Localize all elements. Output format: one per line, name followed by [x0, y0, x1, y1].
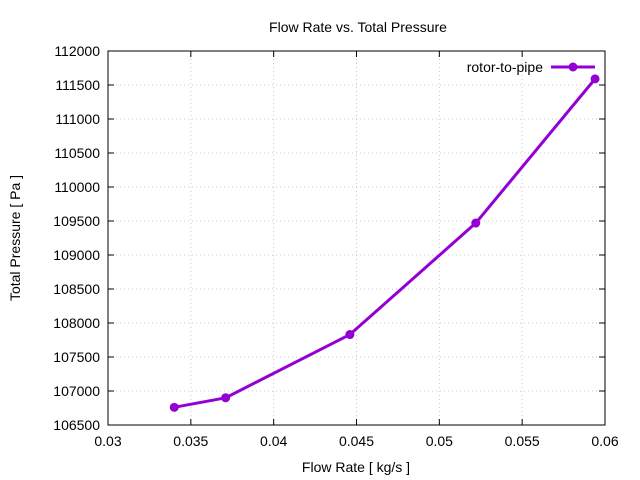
x-tick-label: 0.045	[339, 433, 374, 449]
x-tick-label: 0.05	[426, 433, 453, 449]
legend-label: rotor-to-pipe	[467, 59, 543, 75]
y-tick-labels: 106500 107000 107500 108000 108500 109000 1095…	[53, 43, 100, 433]
x-tick-label: 0.055	[505, 433, 540, 449]
x-tick-label: 0.04	[260, 433, 287, 449]
x-axis-label: Flow Rate [ kg/s ]	[302, 459, 410, 475]
legend: rotor-to-pipe	[467, 59, 595, 75]
x-tick-label: 0.03	[94, 433, 121, 449]
y-tick-label: 106500	[53, 417, 100, 433]
y-axis-label: Total Pressure [ Pa ]	[7, 175, 23, 301]
grid-lines	[108, 51, 605, 425]
y-tick-label: 109000	[53, 247, 100, 263]
series-line	[172, 77, 597, 409]
x-tick-label: 0.035	[173, 433, 208, 449]
data-point	[169, 402, 179, 412]
data-point	[471, 218, 481, 228]
y-tick-label: 108500	[53, 281, 100, 297]
chart-title: Flow Rate vs. Total Pressure	[269, 19, 447, 35]
y-tick-label: 112000	[54, 43, 100, 59]
x-tick-label: 0.06	[591, 433, 618, 449]
y-tick-label: 110500	[54, 145, 100, 161]
x-tick-labels: 0.03 0.035 0.04 0.045 0.05 0.055 0.06	[94, 433, 618, 449]
series-layer	[169, 74, 600, 412]
data-point	[345, 330, 355, 340]
legend-marker	[568, 62, 578, 72]
data-point	[221, 393, 231, 403]
data-point	[590, 74, 600, 84]
y-tick-label: 111000	[55, 111, 100, 127]
y-tick-label: 108000	[53, 315, 100, 331]
y-tick-label: 111500	[55, 77, 100, 93]
y-tick-label: 110000	[54, 179, 100, 195]
y-tick-label: 109500	[53, 213, 100, 229]
y-tick-label: 107500	[53, 349, 100, 365]
y-tick-label: 107000	[53, 383, 100, 399]
plot-frame	[107, 50, 606, 426]
